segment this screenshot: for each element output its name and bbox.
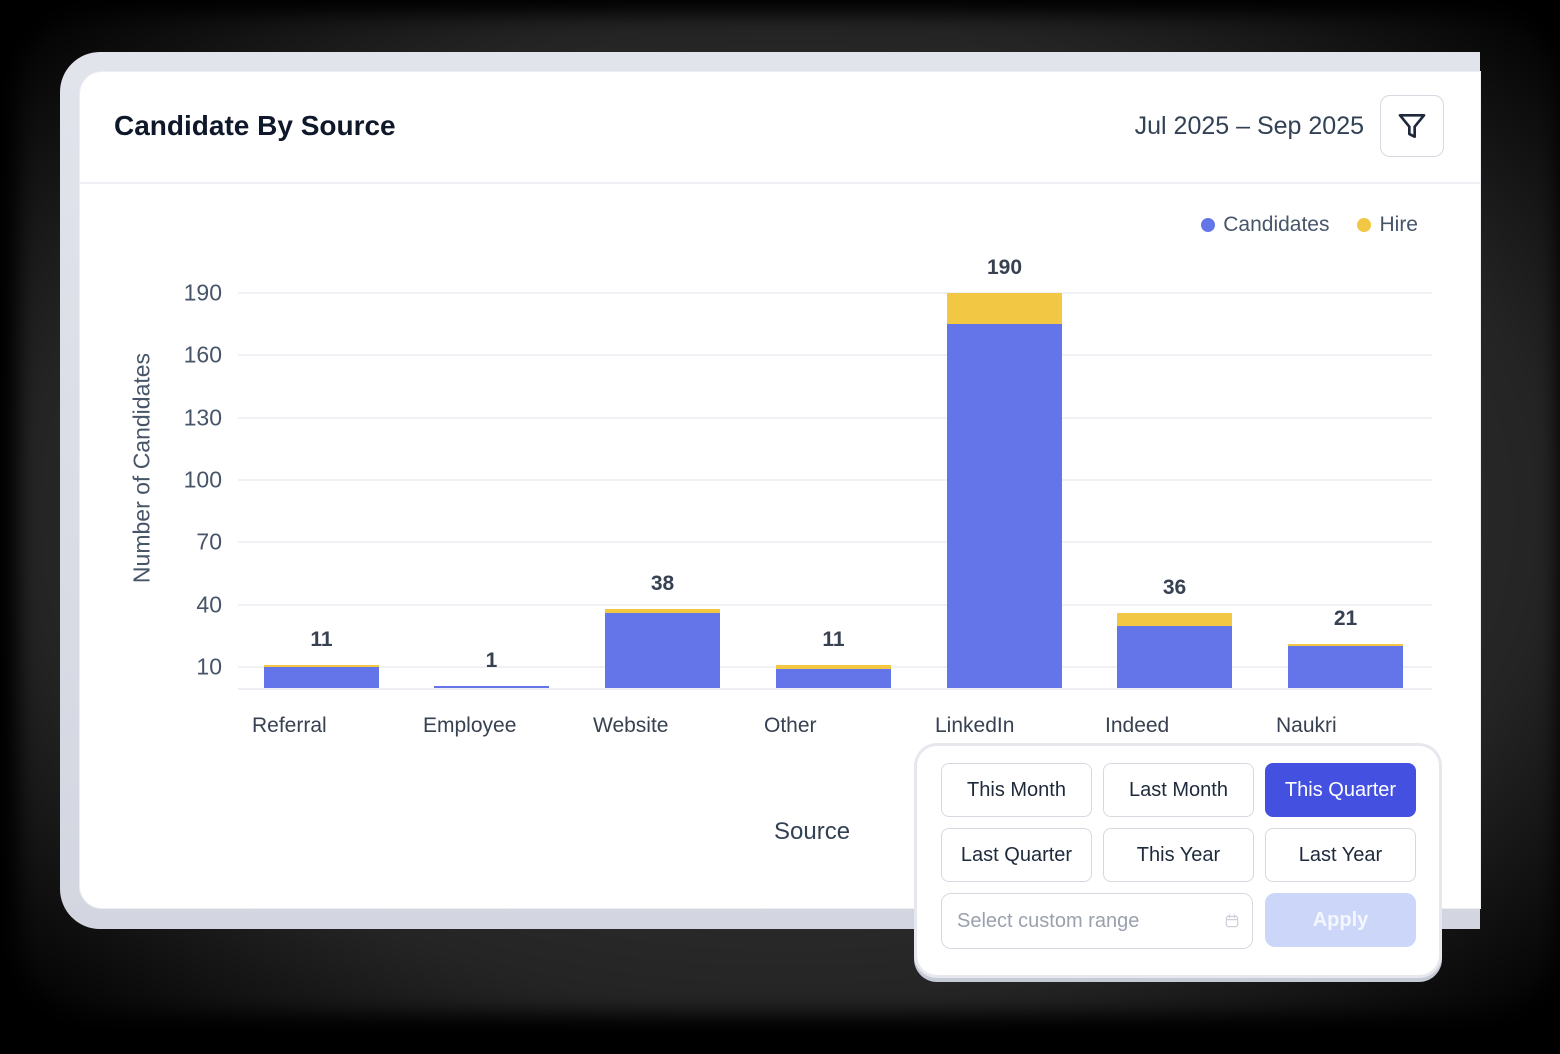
preset-this-quarter-button[interactable]: This Quarter: [1265, 763, 1416, 817]
bar-segment-hire[interactable]: [947, 293, 1062, 325]
bar-indeed[interactable]: [1117, 613, 1232, 688]
y-tick-label: 40: [196, 591, 222, 618]
preset-last-month-button[interactable]: Last Month: [1103, 763, 1254, 817]
bar-segment-candidates[interactable]: [605, 613, 720, 688]
bar-referral[interactable]: [264, 665, 379, 688]
x-axis-title: Source: [774, 818, 851, 845]
y-tick-label: 70: [196, 528, 222, 555]
x-tick-label: LinkedIn: [935, 714, 1015, 737]
bar-segment-candidates[interactable]: [264, 667, 379, 688]
x-tick-label: Naukri: [1276, 714, 1337, 737]
bar-segment-hire[interactable]: [1117, 613, 1232, 626]
bar-segment-candidates[interactable]: [1117, 625, 1232, 688]
bar-value-label: 190: [986, 256, 1023, 279]
y-tick-label: 190: [183, 279, 222, 306]
bar-value-label: 1: [485, 648, 498, 672]
bar-segment-candidates[interactable]: [434, 685, 549, 688]
card-header: Candidate By Source Jul 2025 – Sep 2025: [80, 72, 1480, 184]
bar-website[interactable]: [605, 609, 720, 688]
bar-segment-hire[interactable]: [264, 665, 379, 668]
gridline: [238, 354, 1432, 357]
bar-linkedin[interactable]: [947, 293, 1062, 688]
bar-value-label: 11: [310, 628, 333, 652]
preset-last-year-button[interactable]: Last Year: [1265, 828, 1416, 882]
bar-other[interactable]: [776, 665, 891, 688]
x-tick-label: Other: [764, 714, 817, 737]
bar-value-label: 21: [1333, 607, 1358, 631]
card-title: Candidate By Source: [114, 110, 396, 141]
bar-naukri[interactable]: [1288, 644, 1403, 688]
y-tick-label: 100: [183, 466, 222, 493]
preset-this-year-button[interactable]: This Year: [1103, 828, 1254, 882]
x-axis-baseline: [238, 688, 1432, 690]
date-range-label: Jul 2025 – Sep 2025: [1134, 112, 1364, 140]
date-range-popover: This Month Last Month This Quarter Last Qua…: [917, 746, 1439, 975]
bar-segment-candidates[interactable]: [1288, 646, 1403, 688]
legend-label: Hire: [1379, 213, 1418, 236]
bar-value-label: 36: [1162, 576, 1187, 600]
x-tick-label: Website: [593, 714, 669, 737]
gridline: [238, 416, 1432, 419]
bar-segment-candidates[interactable]: [776, 669, 891, 688]
legend-item-hire[interactable]: Hire: [1357, 213, 1418, 237]
gridline: [238, 541, 1432, 544]
gridline: [238, 292, 1432, 294]
custom-range-input[interactable]: [955, 908, 1224, 934]
legend-dot-hire-icon: [1357, 218, 1372, 232]
bar-segment-hire[interactable]: [1288, 644, 1403, 647]
legend-dot-candidates-icon: [1201, 218, 1216, 232]
y-tick-label: 10: [196, 653, 222, 680]
x-tick-label: Employee: [423, 714, 517, 737]
bar-employee[interactable]: [434, 685, 549, 688]
calendar-icon[interactable]: [1224, 908, 1240, 934]
gridline: [238, 479, 1432, 482]
bar-value-label: 38: [650, 572, 675, 595]
bar-segment-hire[interactable]: [605, 609, 720, 614]
preset-last-quarter-button[interactable]: Last Quarter: [941, 828, 1092, 882]
filter-button[interactable]: [1380, 95, 1444, 157]
legend-item-candidates[interactable]: Candidates: [1201, 213, 1329, 237]
gridline: [238, 603, 1432, 606]
preset-this-month-button[interactable]: This Month: [941, 763, 1092, 817]
apply-button[interactable]: Apply: [1265, 893, 1416, 947]
legend-label: Candidates: [1223, 213, 1330, 236]
filter-funnel-icon: [1398, 114, 1426, 138]
custom-range-field[interactable]: [941, 893, 1253, 949]
y-tick-label: 130: [183, 404, 222, 431]
bar-segment-candidates[interactable]: [947, 324, 1062, 688]
bar-segment-hire[interactable]: [776, 665, 891, 670]
chart-legend: Candidates Hire: [1201, 213, 1418, 237]
x-tick-label: Referral: [252, 714, 327, 737]
bar-value-label: 11: [822, 628, 845, 652]
x-tick-label: Indeed: [1105, 714, 1170, 737]
y-tick-label: 160: [183, 341, 222, 368]
